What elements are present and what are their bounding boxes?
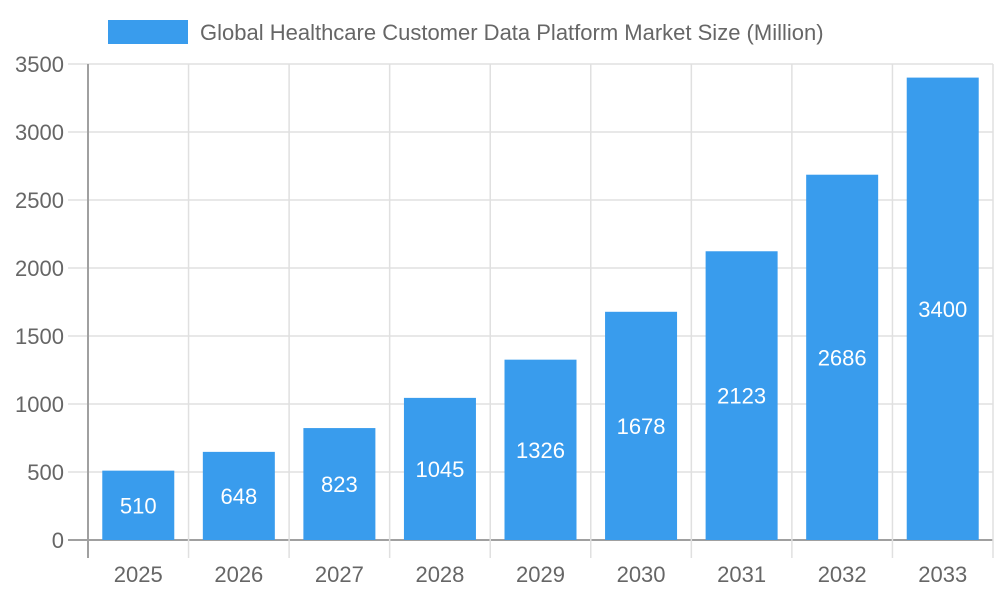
bar-2025[interactable]	[102, 470, 175, 540]
x-tick-label: 2031	[717, 562, 766, 587]
y-tick-label: 500	[27, 460, 64, 485]
y-tick-label: 2000	[15, 256, 64, 281]
y-tick-label: 2500	[15, 188, 64, 213]
x-tick-label: 2032	[818, 562, 867, 587]
x-tick-label: 2028	[415, 562, 464, 587]
y-tick-label: 0	[52, 528, 64, 553]
legend[interactable]: Global Healthcare Customer Data Platform…	[108, 20, 824, 45]
x-tick-label: 2025	[114, 562, 163, 587]
data-label: 510	[120, 493, 157, 518]
bar-2032[interactable]	[806, 174, 879, 541]
legend-swatch	[108, 20, 188, 44]
bar-2027[interactable]	[303, 428, 376, 540]
axes: 0 500 1000 1500 2000 2500 3000 3500 2025 2026 2027…	[15, 52, 967, 587]
bar-2029[interactable]	[504, 359, 577, 540]
data-label: 648	[220, 484, 257, 509]
data-label: 2686	[818, 345, 867, 370]
x-tick-label: 2030	[617, 562, 666, 587]
bar-2033[interactable]	[906, 77, 979, 540]
x-tick-label: 2033	[918, 562, 967, 587]
bar-2026[interactable]	[202, 451, 275, 540]
data-label: 1326	[516, 438, 565, 463]
data-label: 823	[321, 472, 358, 497]
data-label: 3400	[918, 297, 967, 322]
x-tick-label: 2027	[315, 562, 364, 587]
bar-2028[interactable]	[403, 397, 476, 540]
data-label: 2123	[717, 384, 766, 409]
data-label: 1045	[415, 457, 464, 482]
bars: 510 648 823 1045 1326 1678 2123 2686 3400	[102, 77, 979, 541]
bar-2030[interactable]	[605, 311, 678, 540]
grid	[68, 63, 994, 558]
y-tick-label: 1500	[15, 324, 64, 349]
legend-label: Global Healthcare Customer Data Platform…	[200, 20, 824, 45]
x-tick-label: 2026	[214, 562, 263, 587]
bar-2031[interactable]	[705, 251, 778, 540]
y-tick-label: 3000	[15, 120, 64, 145]
y-tick-label: 1000	[15, 392, 64, 417]
data-label: 1678	[617, 414, 666, 439]
y-tick-label: 3500	[15, 52, 64, 77]
x-tick-label: 2029	[516, 562, 565, 587]
